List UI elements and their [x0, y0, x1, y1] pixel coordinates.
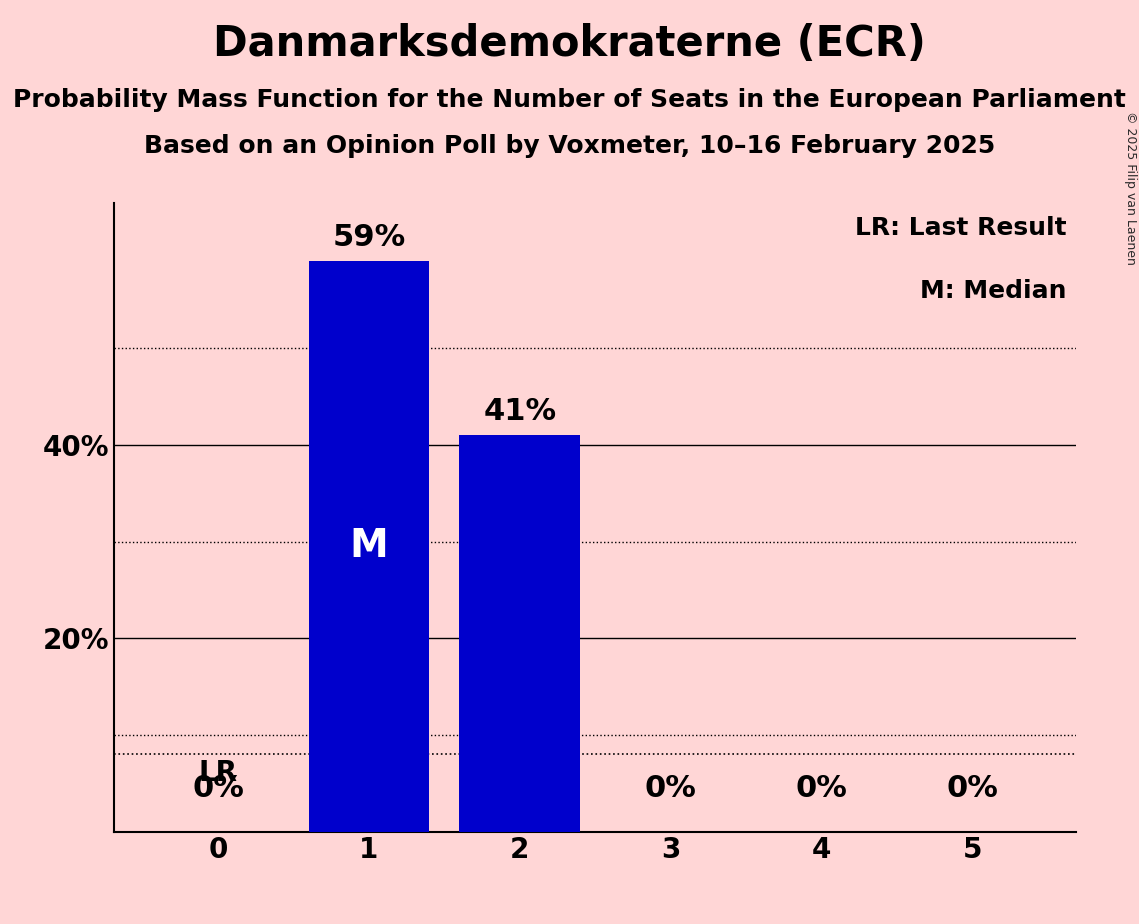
- Text: © 2025 Filip van Laenen: © 2025 Filip van Laenen: [1124, 111, 1137, 265]
- Text: LR: LR: [198, 760, 238, 787]
- Text: M: M: [350, 528, 388, 565]
- Text: LR: Last Result: LR: Last Result: [855, 216, 1067, 240]
- Text: 59%: 59%: [333, 223, 405, 251]
- Text: 0%: 0%: [795, 774, 847, 803]
- Text: 0%: 0%: [947, 774, 998, 803]
- Text: Probability Mass Function for the Number of Seats in the European Parliament: Probability Mass Function for the Number…: [13, 88, 1126, 112]
- Text: 0%: 0%: [192, 774, 244, 803]
- Bar: [459, 435, 580, 832]
- Text: 41%: 41%: [483, 396, 556, 426]
- Text: Danmarksdemokraterne (ECR): Danmarksdemokraterne (ECR): [213, 23, 926, 65]
- Text: Based on an Opinion Poll by Voxmeter, 10–16 February 2025: Based on an Opinion Poll by Voxmeter, 10…: [144, 134, 995, 158]
- Text: M: Median: M: Median: [920, 279, 1067, 303]
- Bar: [309, 261, 429, 832]
- Text: 0%: 0%: [645, 774, 696, 803]
